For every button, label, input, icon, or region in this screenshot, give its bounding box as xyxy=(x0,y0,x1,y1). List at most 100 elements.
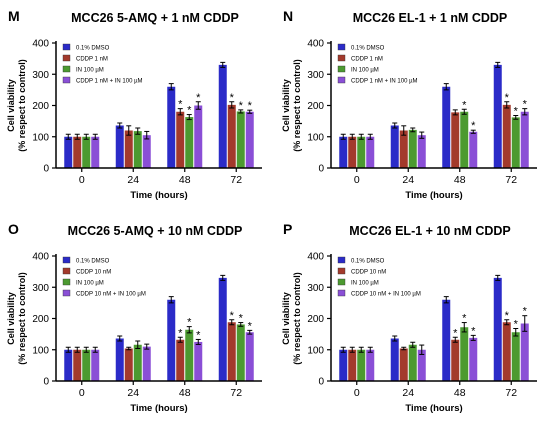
significance-marker: * xyxy=(239,313,244,325)
legend-swatch xyxy=(62,267,71,275)
y-tick-label: 100 xyxy=(32,345,49,356)
y-tick-label: 200 xyxy=(32,314,49,325)
bar xyxy=(176,339,185,381)
bar xyxy=(442,86,451,168)
bar xyxy=(493,277,502,381)
legend-swatch xyxy=(337,43,346,51)
bar xyxy=(73,349,82,381)
x-axis-label: Time (hours) xyxy=(130,190,187,201)
chart-svg: M MCC26 5-AMQ + 1 nM CDDP 0 100 200 300 400 Cel… xyxy=(6,8,262,201)
bar xyxy=(469,337,478,381)
significance-marker: * xyxy=(248,100,253,112)
y-tick-label: 100 xyxy=(32,132,49,143)
legend-label: CDDP 1 nM + IN 100 µM xyxy=(76,79,143,85)
significance-marker: * xyxy=(471,325,476,337)
significance-marker: * xyxy=(523,99,528,111)
legend-swatch xyxy=(337,289,346,297)
bar xyxy=(245,111,254,168)
y-axis-label-line2: (% respect to control) xyxy=(17,272,27,365)
chart-title: MCC26 5-AMQ + 1 nM CDDP xyxy=(71,11,239,25)
bar xyxy=(520,111,529,168)
significance-marker: * xyxy=(178,327,183,339)
significance-marker: * xyxy=(178,99,183,111)
y-axis-label: Cell viability xyxy=(6,292,16,345)
y-tick-label: 100 xyxy=(307,345,324,356)
bar xyxy=(142,135,151,168)
panel-letter: O xyxy=(8,221,19,237)
bar xyxy=(218,64,227,168)
y-tick-label: 300 xyxy=(32,70,49,81)
legend-swatch xyxy=(62,65,71,73)
y-tick-label: 400 xyxy=(307,39,324,50)
legend-label: CDDP 1 nM xyxy=(351,57,383,63)
bar xyxy=(227,104,236,168)
legend-label: 0.1% DMSO xyxy=(76,259,110,265)
bar xyxy=(348,136,357,168)
x-tick-label: 24 xyxy=(127,174,139,186)
significance-marker: * xyxy=(523,306,528,318)
bar xyxy=(408,344,417,381)
significance-marker: * xyxy=(514,319,519,331)
y-tick-label: 400 xyxy=(32,39,49,50)
panel-n: N MCC26 EL-1 + 1 nM CDDP 0 100 200 300 400 Cell… xyxy=(275,0,550,213)
bar xyxy=(451,339,460,381)
legend-label: 0.1% DMSO xyxy=(351,259,385,265)
chart-svg: N MCC26 EL-1 + 1 nM CDDP 0 100 200 300 400 Cell… xyxy=(281,8,537,201)
legend-label: IN 100 µM xyxy=(351,281,379,287)
bar xyxy=(390,338,399,381)
bar xyxy=(133,131,142,168)
bar xyxy=(339,349,348,381)
bar xyxy=(460,111,469,168)
x-tick-label: 72 xyxy=(505,387,517,399)
bar xyxy=(64,349,73,381)
legend-swatch xyxy=(62,256,71,264)
bar xyxy=(115,338,124,381)
significance-marker: * xyxy=(471,120,476,132)
panel-o: O MCC26 5-AMQ + 10 nM CDDP 0 100 200 300 400 Ce… xyxy=(0,213,275,426)
chart-svg: P MCC26 EL-1 + 10 nM CDDP 0 100 200 300 400 Cel… xyxy=(281,221,537,414)
legend-swatch xyxy=(337,278,346,286)
y-tick-label: 400 xyxy=(307,252,324,263)
legend-swatch xyxy=(62,54,71,62)
x-tick-label: 48 xyxy=(454,174,466,186)
significance-marker: * xyxy=(196,329,201,341)
significance-marker: * xyxy=(505,310,510,322)
bar xyxy=(339,136,348,168)
bar xyxy=(245,332,254,381)
y-axis-label: Cell viability xyxy=(281,292,291,345)
y-tick-label: 200 xyxy=(307,101,324,112)
bar xyxy=(442,299,451,381)
legend-label: IN 100 µM xyxy=(351,68,379,74)
bar xyxy=(73,136,82,168)
panel-letter: M xyxy=(8,8,20,24)
legend-swatch xyxy=(62,289,71,297)
y-tick-label: 200 xyxy=(32,101,49,112)
bar xyxy=(502,104,511,168)
bar xyxy=(511,117,520,168)
significance-marker: * xyxy=(462,313,467,325)
significance-marker: * xyxy=(505,92,510,104)
bar xyxy=(469,131,478,168)
x-tick-label: 24 xyxy=(127,387,139,399)
x-tick-label: 72 xyxy=(505,174,517,186)
x-axis-label: Time (hours) xyxy=(405,190,462,201)
bar xyxy=(124,130,133,168)
y-axis-label-line2: (% respect to control) xyxy=(292,272,302,365)
significance-marker: * xyxy=(196,92,201,104)
y-axis-label: Cell viability xyxy=(6,79,16,132)
bar xyxy=(417,349,426,381)
legend-swatch xyxy=(337,267,346,275)
bar xyxy=(493,64,502,168)
legend-swatch xyxy=(62,76,71,84)
legend-label: CDDP 10 nM xyxy=(351,270,386,276)
x-tick-label: 72 xyxy=(230,174,242,186)
y-axis-label-line2: (% respect to control) xyxy=(292,59,302,152)
legend-label: IN 100 µM xyxy=(76,281,104,287)
bar xyxy=(167,86,176,168)
x-tick-label: 48 xyxy=(179,174,191,186)
significance-marker: * xyxy=(453,327,458,339)
panel-p: P MCC26 EL-1 + 10 nM CDDP 0 100 200 300 400 Cel… xyxy=(275,213,550,426)
bar xyxy=(366,349,375,381)
x-tick-label: 0 xyxy=(354,387,360,399)
bar xyxy=(142,346,151,381)
